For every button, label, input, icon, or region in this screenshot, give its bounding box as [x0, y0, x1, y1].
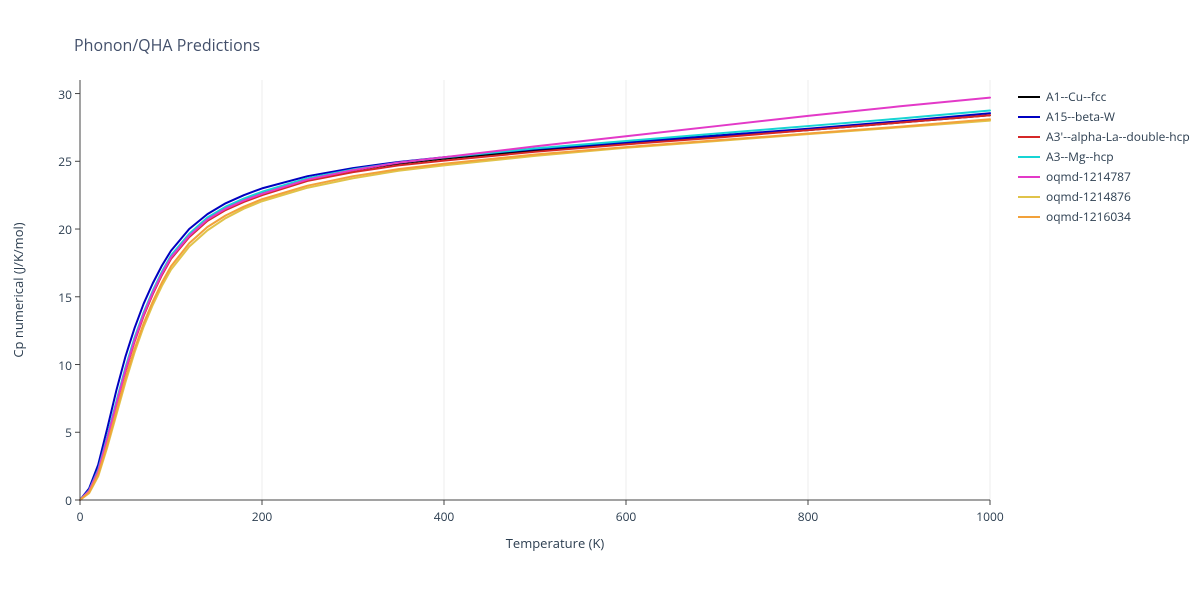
x-tick-label: 400 — [424, 508, 464, 525]
legend-item[interactable]: oqmd-1214876 — [1018, 188, 1190, 205]
legend-swatch — [1018, 176, 1040, 178]
legend-item[interactable]: A15--beta-W — [1018, 108, 1190, 125]
y-tick-label: 10 — [36, 357, 72, 374]
series-line — [80, 115, 990, 500]
y-tick-label: 5 — [36, 424, 72, 441]
series-line — [80, 110, 990, 500]
legend-swatch — [1018, 116, 1040, 118]
legend-label: A15--beta-W — [1046, 108, 1115, 125]
legend-item[interactable]: A3'--alpha-La--double-hcp — [1018, 128, 1190, 145]
y-tick-label: 20 — [36, 221, 72, 238]
series-line — [80, 121, 990, 500]
series-line — [80, 98, 990, 500]
series-line — [80, 113, 990, 500]
x-tick-label: 600 — [606, 508, 646, 525]
legend-label: oqmd-1216034 — [1046, 208, 1131, 225]
legend-label: A3--Mg--hcp — [1046, 148, 1114, 165]
legend-label: A1--Cu--fcc — [1046, 88, 1106, 105]
y-tick-label: 30 — [36, 86, 72, 103]
x-tick-label: 800 — [788, 508, 828, 525]
y-tick-label: 15 — [36, 289, 72, 306]
legend-swatch — [1018, 136, 1040, 138]
legend-label: A3'--alpha-La--double-hcp — [1046, 128, 1190, 145]
x-tick-label: 0 — [60, 508, 100, 525]
legend: A1--Cu--fcc A15--beta-W A3'--alpha-La--dou… — [1018, 88, 1190, 228]
series-line — [80, 115, 990, 500]
y-tick-label: 0 — [36, 492, 72, 509]
series-line — [80, 119, 990, 500]
legend-swatch — [1018, 216, 1040, 218]
x-tick-label: 1000 — [970, 508, 1010, 525]
legend-label: oqmd-1214787 — [1046, 168, 1131, 185]
legend-item[interactable]: oqmd-1214787 — [1018, 168, 1190, 185]
legend-item[interactable]: oqmd-1216034 — [1018, 208, 1190, 225]
legend-swatch — [1018, 156, 1040, 158]
y-tick-label: 25 — [36, 153, 72, 170]
legend-item[interactable]: A1--Cu--fcc — [1018, 88, 1190, 105]
legend-swatch — [1018, 96, 1040, 98]
legend-swatch — [1018, 196, 1040, 198]
legend-label: oqmd-1214876 — [1046, 188, 1131, 205]
x-tick-label: 200 — [242, 508, 282, 525]
legend-item[interactable]: A3--Mg--hcp — [1018, 148, 1190, 165]
